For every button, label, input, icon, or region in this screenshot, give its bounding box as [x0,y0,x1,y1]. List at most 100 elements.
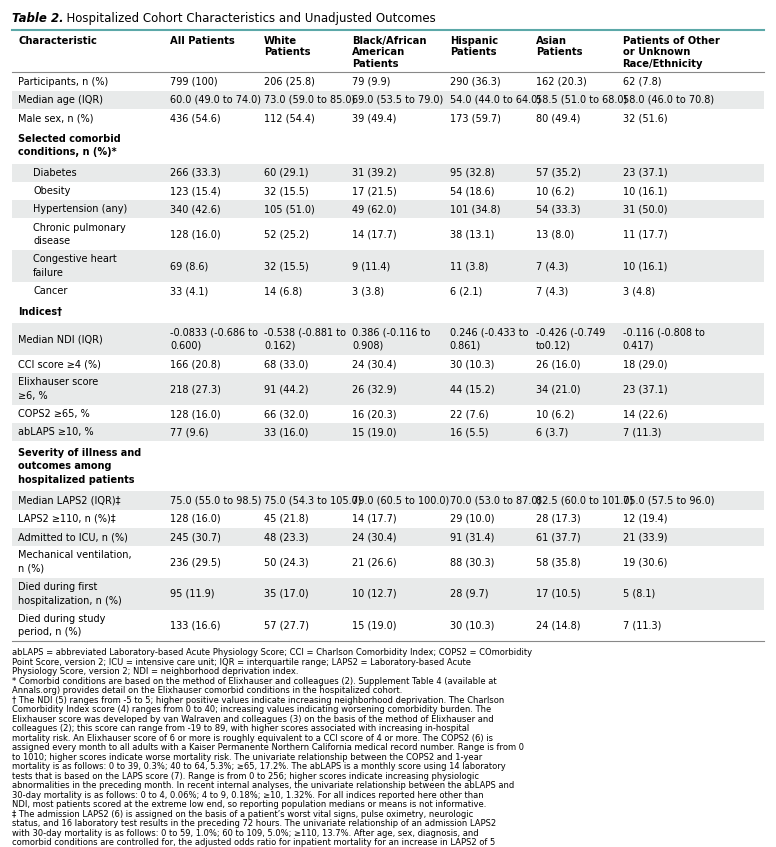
Text: 29 (10.0): 29 (10.0) [449,514,494,523]
Text: status, and 16 laboratory test results in the preceding 72 hours. The univariate: status, and 16 laboratory test results i… [12,820,496,828]
Text: 14 (6.8): 14 (6.8) [264,286,302,296]
Text: 70.0 (53.0 to 87.0): 70.0 (53.0 to 87.0) [449,495,541,506]
Text: 95 (32.8): 95 (32.8) [449,168,494,178]
Text: 30-day mortality is as follows: 0 to 4, 0.06%; 4 to 9, 0.18%; ≥10, 1.32%. For al: 30-day mortality is as follows: 0 to 4, … [12,791,483,800]
Text: 91 (44.2): 91 (44.2) [264,384,308,394]
Text: 24 (30.4): 24 (30.4) [352,359,397,369]
Text: Selected comorbid: Selected comorbid [18,134,121,144]
Text: 30 (10.3): 30 (10.3) [449,621,494,631]
Text: 0.246 (-0.433 to: 0.246 (-0.433 to [449,327,528,337]
Text: Point Score, version 2; ICU = intensive care unit; IQR = interquartile range; LA: Point Score, version 2; ICU = intensive … [12,658,471,667]
Text: 105 (51.0): 105 (51.0) [264,204,315,214]
Text: American: American [352,47,405,58]
Text: All Patients: All Patients [170,36,234,46]
Text: 75.0 (57.5 to 96.0): 75.0 (57.5 to 96.0) [622,495,714,506]
Text: or Unknown: or Unknown [622,47,690,58]
Text: 54 (33.3): 54 (33.3) [536,204,580,214]
Text: Obesity: Obesity [33,186,71,196]
Text: 218 (27.3): 218 (27.3) [170,384,221,394]
Text: 245 (30.7): 245 (30.7) [170,532,221,542]
Text: 88 (30.3): 88 (30.3) [449,557,494,567]
Text: 77 (9.6): 77 (9.6) [170,428,209,437]
Text: 9 (11.4): 9 (11.4) [352,261,390,271]
Text: 16 (5.5): 16 (5.5) [449,428,488,437]
Text: 32 (15.5): 32 (15.5) [264,261,309,271]
Text: CCI score ≥4 (%): CCI score ≥4 (%) [18,359,101,369]
Text: 26 (32.9): 26 (32.9) [352,384,397,394]
Text: hospitalized patients: hospitalized patients [18,475,134,485]
Text: 112 (54.4): 112 (54.4) [264,113,315,123]
Text: 10 (16.1): 10 (16.1) [622,261,667,271]
Text: n (%): n (%) [18,564,44,573]
Text: 68 (33.0): 68 (33.0) [264,359,308,369]
Text: 79.0 (60.5 to 100.0): 79.0 (60.5 to 100.0) [352,495,449,506]
Text: 290 (36.3): 290 (36.3) [449,76,501,86]
Text: 66 (32.0): 66 (32.0) [264,409,308,419]
Text: 266 (33.3): 266 (33.3) [170,168,220,178]
Text: 21 (26.6): 21 (26.6) [352,557,397,567]
Bar [12,163,764,182]
Text: 15 (19.0): 15 (19.0) [352,621,397,631]
Text: 10 (6.2): 10 (6.2) [536,409,574,419]
Text: 45 (21.8): 45 (21.8) [264,514,309,523]
Text: 39 (49.4): 39 (49.4) [352,113,397,123]
Text: Elixhauser score: Elixhauser score [18,377,99,387]
Text: 17 (10.5): 17 (10.5) [536,589,580,599]
Text: 95 (11.9): 95 (11.9) [170,589,214,599]
Text: 28 (17.3): 28 (17.3) [536,514,580,523]
Text: Hospitalized Cohort Characteristics and Unadjusted Outcomes: Hospitalized Cohort Characteristics and … [59,12,436,25]
Text: abLAPS ≥10, %: abLAPS ≥10, % [18,428,94,437]
Text: 57 (27.7): 57 (27.7) [264,621,309,631]
Text: 128 (16.0): 128 (16.0) [170,230,220,240]
Text: 80 (49.4): 80 (49.4) [536,113,580,123]
Text: Participants, n (%): Participants, n (%) [18,76,109,86]
Text: Median LAPS2 (IQR)‡: Median LAPS2 (IQR)‡ [18,495,120,506]
Text: to 1010; higher scores indicate worse mortality risk. The univariate relationshi: to 1010; higher scores indicate worse mo… [12,753,482,762]
Text: 12 (19.4): 12 (19.4) [622,514,667,523]
Text: period, n (%): period, n (%) [18,628,81,638]
Text: 162 (20.3): 162 (20.3) [536,76,587,86]
Text: 58.0 (46.0 to 70.8): 58.0 (46.0 to 70.8) [622,95,714,105]
Text: disease: disease [33,236,70,246]
Text: Patients: Patients [536,47,583,58]
Text: 6 (2.1): 6 (2.1) [449,286,482,296]
Text: † The NDI (5) ranges from -5 to 5; higher positive values indicate increasing ne: † The NDI (5) ranges from -5 to 5; highe… [12,696,504,705]
Text: Black/African: Black/African [352,36,426,46]
Text: 24 (30.4): 24 (30.4) [352,532,397,542]
Text: 128 (16.0): 128 (16.0) [170,409,220,419]
Text: 236 (29.5): 236 (29.5) [170,557,221,567]
Text: Admitted to ICU, n (%): Admitted to ICU, n (%) [18,532,128,542]
Text: NDI, most patients scored at the extreme low end, so reporting population median: NDI, most patients scored at the extreme… [12,800,487,810]
Text: 24 (14.8): 24 (14.8) [536,621,580,631]
Text: 340 (42.6): 340 (42.6) [170,204,220,214]
Text: tests that is based on the LAPS score (7). Range is from 0 to 256; higher scores: tests that is based on the LAPS score (7… [12,772,479,781]
Text: Patients: Patients [352,59,398,69]
Text: to0.12): to0.12) [536,340,571,351]
Text: 44 (15.2): 44 (15.2) [449,384,494,394]
Text: 101 (34.8): 101 (34.8) [449,204,501,214]
Text: 123 (15.4): 123 (15.4) [170,186,220,196]
Text: conditions, n (%)*: conditions, n (%)* [18,147,116,158]
Text: 91 (31.4): 91 (31.4) [449,532,494,542]
Text: COPS2 ≥65, %: COPS2 ≥65, % [18,409,90,419]
Text: 60 (29.1): 60 (29.1) [264,168,308,178]
Text: 58.5 (51.0 to 68.0): 58.5 (51.0 to 68.0) [536,95,627,105]
Text: 7 (4.3): 7 (4.3) [536,286,568,296]
Text: 23 (37.1): 23 (37.1) [622,168,667,178]
Text: 58 (35.8): 58 (35.8) [536,557,580,567]
Bar [12,374,764,405]
Text: Mechanical ventilation,: Mechanical ventilation, [18,551,132,561]
Text: Cancer: Cancer [33,286,68,296]
Bar [12,250,764,282]
Text: failure: failure [33,268,64,278]
Text: Patients: Patients [449,47,496,58]
Text: 11 (3.8): 11 (3.8) [449,261,488,271]
Text: -0.0833 (-0.686 to: -0.0833 (-0.686 to [170,327,258,337]
Bar [12,424,764,441]
Text: 18 (29.0): 18 (29.0) [622,359,667,369]
Text: Died during study: Died during study [18,614,106,624]
Bar [12,91,764,109]
Text: 7 (4.3): 7 (4.3) [536,261,568,271]
Text: 60.0 (49.0 to 74.0): 60.0 (49.0 to 74.0) [170,95,261,105]
Text: 26 (16.0): 26 (16.0) [536,359,580,369]
